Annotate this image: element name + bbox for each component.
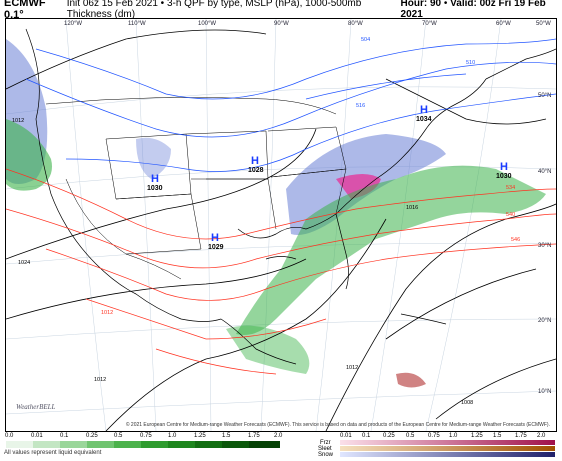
high-center: H [420, 104, 428, 116]
mixed-tick: 0.5 [406, 433, 415, 439]
thickness-warm [6, 168, 556, 375]
forecast-map: H 1030 H 1028 H 1029 H 1034 H 1030 1012 … [5, 18, 557, 432]
mixed-tick: 0.1 [362, 433, 371, 439]
mixed-tick: 0.25 [383, 433, 395, 439]
mixed-colorbar [340, 440, 555, 457]
frzr-label: Frzr [320, 440, 331, 446]
mixed-tick: 2.0 [537, 433, 546, 439]
isobar-label: 1016 [406, 205, 418, 211]
isobars [6, 29, 556, 431]
isobar-label: 1012 [12, 118, 24, 124]
mixed-tick: 1.75 [515, 433, 527, 439]
forecast-hour: Hour: 90 [400, 0, 442, 9]
latitude-label: 50°N [538, 93, 551, 99]
header: ECMWF 0.1° Init 06z 15 Feb 2021 • 3-h QP… [0, 0, 562, 21]
longitude-label: 110°W [128, 21, 146, 27]
high-value: 1029 [208, 244, 224, 251]
mix-area [336, 174, 381, 199]
isobar-label: 1012 [94, 377, 106, 383]
mixed-tick: 0.75 [428, 433, 440, 439]
thickness-label: 504 [361, 37, 370, 43]
latitude-label: 20°N [538, 318, 551, 324]
thickness-label: 510 [466, 60, 475, 66]
rain-tick: 0.25 [86, 433, 98, 439]
sleet-label: Sleet [318, 446, 332, 452]
snow-area [136, 137, 171, 179]
thickness-label: 546 [511, 237, 520, 243]
mixed-tick: 1.5 [493, 433, 502, 439]
longitude-label: 100°W [198, 21, 216, 27]
pressure-centers: H 1030 H 1028 H 1029 H 1034 H 1030 [147, 104, 512, 251]
latitude-label: 10°N [538, 389, 551, 395]
rain-tick: 1.25 [194, 433, 206, 439]
rain-tick: 1.0 [168, 433, 177, 439]
legend-colorbars [6, 440, 555, 457]
thickness-label: 516 [356, 103, 365, 109]
rain-tick: 0.01 [31, 433, 43, 439]
borders [45, 97, 347, 280]
mixed-tick: 0.01 [340, 433, 352, 439]
map-canvas: H 1030 H 1028 H 1029 H 1034 H 1030 1012 … [6, 19, 556, 431]
rain-tick: 0.0 [5, 433, 14, 439]
mixed-tick: 1.0 [449, 433, 458, 439]
legend: 0.0 0.01 0.1 0.25 0.5 0.75 1.0 1.25 1.5 … [0, 432, 562, 461]
longitude-label: 50°W [536, 21, 551, 27]
rain-tick: 1.5 [222, 433, 231, 439]
rain-tick: 0.1 [60, 433, 69, 439]
copyright: © 2021 European Centre for Medium-range … [125, 422, 550, 428]
rain-tick: 0.75 [140, 433, 152, 439]
rain-tick: 0.5 [114, 433, 123, 439]
rain-area [236, 165, 546, 335]
thickness-label: 1012 [101, 310, 113, 316]
thickness-label: 534 [506, 185, 515, 191]
thickness-cold [25, 38, 556, 172]
high-center: H [500, 161, 508, 173]
isobar-label: 1024 [18, 260, 30, 266]
coastlines [25, 28, 556, 365]
mixed-tick: 1.25 [471, 433, 483, 439]
high-value: 1028 [248, 167, 264, 174]
rain-colorbar [6, 441, 280, 448]
rain-tick: 1.75 [248, 433, 260, 439]
longitude-label: 90°W [274, 21, 289, 27]
contour-labels: 1012 1024 1012 1012 1012 1008 1016 516 5… [12, 37, 520, 406]
isobar-label: 1012 [346, 365, 358, 371]
graticule [6, 19, 556, 431]
latitude-label: 30°N [538, 243, 551, 249]
longitude-label: 80°W [348, 21, 363, 27]
product-description: Init 06z 15 Feb 2021 • 3-h QPF by type, … [66, 0, 362, 20]
legend-footnote: All values represent liquid equivalent [4, 450, 102, 456]
longitude-label: 60°W [496, 21, 511, 27]
mix-area [396, 372, 426, 388]
high-center: H [251, 155, 259, 167]
isobar-label: 1008 [461, 400, 473, 406]
valid-time: Hour: 90 • Valid: 00z Fri 19 Feb 2021 [400, 0, 546, 20]
weatherbell-logo: WeatherBELL [16, 403, 56, 411]
graticule-labels: 120°W 110°W 100°W 90°W 80°W 70°W 60°W 50… [64, 21, 551, 395]
rain-tick: 2.0 [274, 433, 283, 439]
high-value: 1030 [147, 185, 163, 192]
longitude-label: 120°W [64, 21, 82, 27]
latitude-label: 40°N [538, 169, 551, 175]
snow-label: Snow [318, 452, 334, 458]
high-value: 1034 [416, 116, 432, 123]
high-center: H [151, 173, 159, 185]
high-center: H [211, 232, 219, 244]
valid-date: Valid: 00z Fri 19 Feb 2021 [400, 0, 546, 20]
high-value: 1030 [496, 173, 512, 180]
thickness-label: 540 [506, 212, 515, 218]
longitude-label: 70°W [422, 21, 437, 27]
